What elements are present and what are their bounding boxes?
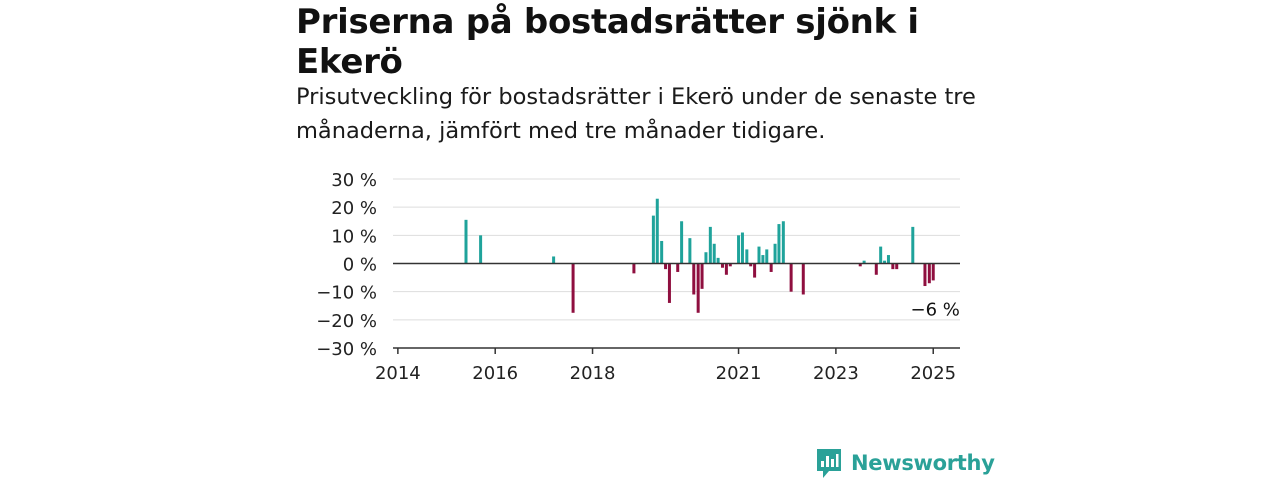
bar-chart: 30 %20 %10 %0 %−10 %−20 %−30 % 2014 2016 2… xyxy=(316,170,962,384)
bar xyxy=(789,263,793,292)
chart-title: Priserna på bostadsrätter sjönk i Ekerö xyxy=(296,2,919,82)
bar xyxy=(724,263,728,275)
bar xyxy=(479,235,483,264)
bar xyxy=(716,257,720,264)
bar xyxy=(704,252,708,264)
bar xyxy=(923,263,927,287)
annotations: −6 % xyxy=(909,297,962,322)
bar xyxy=(680,221,684,264)
chart-subtitle: Prisutveckling för bostadsrätter i Ekerö… xyxy=(296,84,976,144)
bar xyxy=(879,246,883,264)
x-axis: 2014 2016 2018 2021 2023 2025 xyxy=(375,347,960,384)
bar xyxy=(769,263,773,272)
bar xyxy=(708,226,712,264)
y-tick-label: 20 % xyxy=(331,198,377,219)
bar xyxy=(664,263,668,270)
bar xyxy=(777,224,781,264)
y-axis-tick-labels: 30 % 20 % 10 % 0 % −10 % −20 % −30 % xyxy=(316,170,377,360)
bar xyxy=(781,221,785,264)
y-tick-label: 10 % xyxy=(331,226,377,247)
bar xyxy=(765,249,769,264)
bar xyxy=(753,263,757,278)
bar xyxy=(858,263,862,267)
x-tick-label: 2025 xyxy=(910,363,956,384)
bar xyxy=(667,263,671,303)
y-tick-label: 30 % xyxy=(331,170,377,191)
x-tick-label: 2023 xyxy=(813,363,859,384)
bar xyxy=(761,255,765,264)
bar xyxy=(720,263,724,268)
bar xyxy=(749,263,753,267)
bar xyxy=(700,263,704,289)
bar xyxy=(911,226,915,264)
bar xyxy=(927,263,931,284)
bar xyxy=(692,263,696,295)
bar xyxy=(728,263,732,267)
bar xyxy=(660,240,664,264)
bar xyxy=(862,260,866,264)
y-tick-label: 0 % xyxy=(343,255,377,276)
bar xyxy=(651,215,655,264)
y-tick-label: −10 % xyxy=(316,283,377,304)
bar xyxy=(740,232,744,264)
bar xyxy=(895,263,899,270)
bar xyxy=(464,219,468,264)
bar xyxy=(883,260,887,264)
bar xyxy=(696,263,700,313)
bar xyxy=(745,249,749,264)
bar xyxy=(931,263,935,281)
bar xyxy=(712,243,716,264)
bar xyxy=(773,243,777,264)
newsworthy-logo: Newsworthy xyxy=(815,446,995,480)
bar xyxy=(571,263,575,313)
bar xyxy=(676,263,680,272)
y-tick-label: −30 % xyxy=(316,339,377,360)
bar xyxy=(688,238,692,264)
brand-name: Newsworthy xyxy=(851,451,995,475)
bar xyxy=(552,256,556,264)
bar xyxy=(874,263,878,275)
x-tick-label: 2021 xyxy=(716,363,762,384)
y-tick-label: −20 % xyxy=(316,311,377,332)
x-tick-label: 2018 xyxy=(570,363,616,384)
bar xyxy=(891,263,895,270)
bar xyxy=(655,198,659,264)
bar xyxy=(886,255,890,264)
newsworthy-logo-icon xyxy=(817,449,841,478)
bar xyxy=(757,246,761,264)
bar xyxy=(801,263,805,295)
last-value-annotation: −6 % xyxy=(911,299,960,320)
x-tick-label: 2016 xyxy=(472,363,518,384)
x-tick-label: 2014 xyxy=(375,363,421,384)
bar xyxy=(632,263,636,274)
bar xyxy=(737,235,741,264)
bars xyxy=(464,198,935,313)
